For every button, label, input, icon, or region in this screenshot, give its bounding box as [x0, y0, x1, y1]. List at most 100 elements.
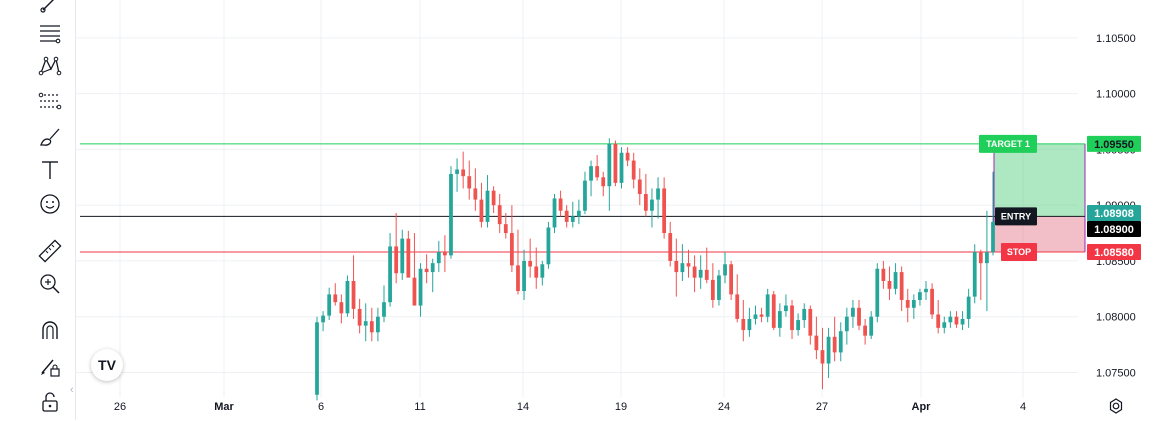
- candle-body: [613, 143, 618, 183]
- candle: [345, 275, 350, 317]
- candle: [826, 327, 831, 379]
- candle-body: [826, 336, 831, 364]
- xabcd-pattern-icon[interactable]: [33, 49, 67, 83]
- candle: [844, 307, 849, 345]
- candle: [369, 307, 374, 342]
- candle: [893, 263, 898, 295]
- candle-body: [327, 294, 332, 316]
- candle: [662, 177, 667, 239]
- candle: [790, 299, 794, 340]
- candle-body: [436, 252, 441, 264]
- candle: [382, 285, 386, 323]
- candle: [765, 288, 770, 323]
- chart-area[interactable]: 1.105001.100001.095001.090001.085001.080…: [75, 0, 1170, 420]
- candle: [753, 305, 758, 325]
- candle: [735, 274, 740, 323]
- candle: [814, 316, 819, 360]
- target-price-label: 1.09550: [1087, 135, 1141, 152]
- candle: [400, 229, 405, 280]
- candle-body: [966, 296, 971, 319]
- candle: [704, 247, 709, 284]
- zoom-in-icon[interactable]: [33, 267, 67, 301]
- candle-body: [363, 321, 368, 326]
- time-axis[interactable]: 26 Mar 6 11 14 19 24 27 Apr 4: [114, 401, 1026, 413]
- candle-body: [790, 305, 794, 331]
- candle-body: [899, 272, 904, 300]
- candle-body: [887, 281, 892, 289]
- candle: [333, 283, 338, 306]
- candle: [729, 260, 734, 300]
- candle-body: [315, 322, 319, 395]
- candle: [668, 221, 673, 267]
- target-tag[interactable]: TARGET 1: [979, 134, 1037, 153]
- candle: [985, 210, 989, 312]
- candle-body: [875, 268, 880, 317]
- time-tick: 24: [718, 401, 730, 413]
- candle: [686, 249, 691, 278]
- candle: [930, 283, 934, 319]
- stop-tag[interactable]: STOP: [1001, 243, 1037, 262]
- fib-retracement-icon[interactable]: [33, 16, 67, 50]
- candle-body: [960, 318, 965, 325]
- candle: [656, 177, 660, 219]
- magnet-icon[interactable]: [33, 314, 67, 348]
- grid: [75, 0, 1078, 397]
- candle: [625, 147, 630, 167]
- candle-body: [522, 260, 526, 292]
- profit-zone[interactable]: [994, 143, 1085, 217]
- entry-tag[interactable]: ENTRY: [995, 207, 1037, 226]
- candle-body: [376, 316, 380, 333]
- candlestick-chart[interactable]: 1.105001.100001.095001.090001.085001.080…: [75, 0, 1170, 420]
- candle: [412, 233, 417, 306]
- candle-body: [552, 198, 557, 228]
- candle-body: [369, 321, 374, 333]
- trend-line-icon[interactable]: [33, 0, 67, 20]
- lock-drawing-icon[interactable]: [33, 350, 67, 384]
- candle: [978, 249, 983, 300]
- candle-body: [704, 269, 709, 280]
- candle: [455, 158, 459, 192]
- level-lines: [80, 143, 1085, 253]
- candle-body: [509, 233, 514, 266]
- settings-gear-icon[interactable]: [1106, 396, 1126, 416]
- candle-body: [546, 227, 551, 265]
- time-tick: Apr: [912, 401, 932, 413]
- candle: [546, 221, 551, 269]
- candle-body: [388, 246, 392, 303]
- ruler-icon[interactable]: [33, 234, 67, 268]
- brush-icon[interactable]: [33, 120, 67, 154]
- candle-body: [637, 179, 642, 195]
- candle: [851, 299, 855, 328]
- candle-body: [619, 152, 624, 183]
- candle-body: [643, 194, 648, 211]
- price-tick: 1.07500: [1096, 367, 1136, 379]
- candle-body: [710, 279, 715, 300]
- candle-body: [930, 288, 934, 315]
- text-tool-icon[interactable]: [33, 153, 67, 187]
- position-zones: [993, 143, 1086, 253]
- candle-body: [851, 307, 855, 317]
- candle-body: [905, 299, 910, 308]
- time-tick: 11: [414, 401, 425, 413]
- collapse-toolbar-icon[interactable]: ‹: [70, 384, 74, 396]
- emoji-icon[interactable]: [33, 187, 67, 221]
- candle: [650, 188, 654, 228]
- candle: [759, 307, 764, 323]
- candle-body: [576, 210, 581, 217]
- candle-body: [771, 294, 776, 328]
- candle-body: [674, 260, 679, 273]
- target-tag-text: TARGET 1: [986, 139, 1030, 149]
- candle: [936, 299, 941, 334]
- candle-body: [668, 233, 673, 261]
- candle-body: [717, 275, 721, 300]
- candle-body: [394, 246, 399, 274]
- candle: [802, 303, 807, 328]
- candle: [430, 258, 435, 293]
- candle: [972, 244, 977, 304]
- candle: [583, 171, 587, 215]
- unlock-icon[interactable]: [33, 385, 67, 419]
- prediction-icon[interactable]: [33, 84, 67, 118]
- stop-price-label: 1.08580: [1087, 244, 1141, 261]
- price-tick: 1.10500: [1096, 33, 1136, 45]
- position-labels: TARGET 1 ENTRY STOP 1.09550 1.08908 1.08900 1.…: [979, 134, 1141, 262]
